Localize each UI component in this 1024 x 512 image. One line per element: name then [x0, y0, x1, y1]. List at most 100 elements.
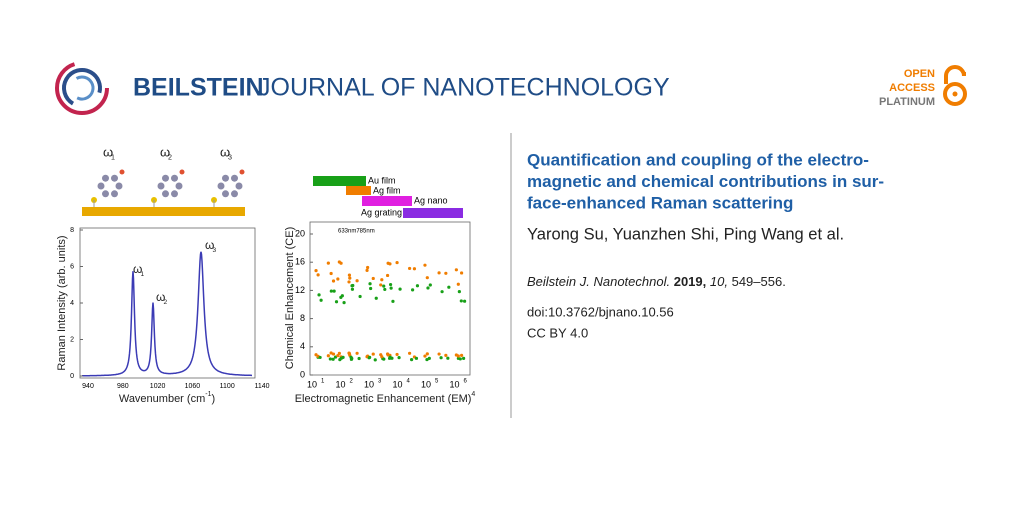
dot	[329, 351, 333, 355]
dot	[395, 352, 399, 357]
spectrum	[82, 251, 252, 377]
dot	[329, 271, 333, 276]
atom	[231, 190, 238, 198]
atom	[102, 190, 109, 198]
x-tick-label: 1060	[185, 383, 201, 390]
dot	[425, 357, 429, 362]
dot	[415, 284, 420, 288]
dot	[460, 271, 464, 275]
dot	[426, 286, 430, 290]
peak-label-sub: 3	[212, 247, 216, 254]
dot	[317, 293, 321, 297]
dot	[339, 356, 343, 360]
dot	[342, 301, 346, 305]
dot	[347, 280, 351, 284]
dot	[444, 271, 448, 275]
dot	[357, 356, 361, 361]
x-tick-exp: 2	[350, 379, 354, 385]
omega-label-sub: 1	[111, 153, 115, 161]
dot	[407, 266, 412, 271]
dot	[439, 356, 443, 360]
legend-swatch	[313, 176, 366, 186]
atom	[222, 174, 229, 182]
gold-substrate	[82, 207, 245, 216]
dot	[329, 289, 333, 293]
x-tick-base: 10	[307, 379, 317, 389]
atom	[157, 182, 165, 190]
dot	[314, 269, 318, 273]
dot	[440, 290, 444, 294]
dot	[382, 357, 386, 361]
y-tick-label: 0	[300, 369, 305, 379]
dot	[458, 357, 462, 361]
dot	[337, 351, 341, 355]
open-label: OPEN	[904, 68, 935, 80]
xlabel-end: )	[211, 393, 215, 405]
dot	[397, 356, 401, 360]
brand-light: JOURNAL OF NANOTECHNOLOGY	[258, 74, 670, 102]
dot	[385, 273, 390, 278]
dot	[358, 294, 362, 299]
atom	[162, 174, 169, 182]
legend-swatch	[403, 208, 463, 218]
dot	[410, 288, 415, 292]
x-tick-label: 1020	[150, 383, 166, 390]
dot	[331, 357, 335, 361]
y-tick-label: 16	[295, 257, 305, 267]
scatter	[314, 260, 467, 362]
dot	[398, 287, 402, 291]
dot	[380, 355, 384, 359]
atom	[97, 182, 105, 190]
y-tick-label: 4	[300, 341, 305, 351]
omega-label: ω	[103, 144, 113, 159]
inset-label: 633nm785nm	[338, 229, 375, 235]
legend-label: Ag grating	[361, 207, 402, 217]
license: CC BY 4.0	[527, 325, 588, 340]
peak-label-sub: 1	[140, 271, 144, 278]
peak-label: ω	[205, 238, 214, 252]
dot	[365, 268, 369, 273]
plot2-frame	[309, 221, 471, 376]
x-tick-base: 10	[335, 379, 345, 389]
dot	[395, 260, 399, 265]
authors: Yarong Su, Yuanzhen Shi, Ping Wang et al…	[527, 225, 844, 243]
dot	[427, 356, 431, 360]
dot	[333, 355, 338, 359]
dot	[355, 351, 359, 355]
x-tick-label: 980	[117, 383, 129, 390]
atom	[102, 174, 109, 182]
atom	[179, 169, 185, 175]
plot1-xlabel: Wavenumber (cm-1)	[119, 391, 215, 405]
dot	[460, 353, 464, 357]
xlabel-sup: -1	[205, 391, 211, 398]
xlabel-text: Electromagnetic Enhancement (EM)	[295, 393, 472, 405]
dot	[428, 283, 432, 287]
x-tick-base: 10	[392, 379, 402, 389]
brand-bold: BEILSTEIN	[133, 74, 264, 102]
xlabel-sup: 4	[471, 391, 475, 398]
dot	[459, 299, 463, 303]
dot	[423, 354, 427, 358]
atom	[239, 169, 245, 175]
x-tick-exp: 6	[464, 379, 468, 385]
dot	[316, 273, 320, 277]
dot	[382, 284, 386, 288]
journal: Beilstein J. Nanotechnol.	[527, 274, 670, 289]
dot	[463, 299, 467, 303]
dot	[383, 287, 387, 292]
dot	[462, 356, 466, 361]
dot	[446, 356, 450, 360]
dot	[425, 276, 429, 280]
dot	[331, 279, 336, 283]
x-tick-exp: 1	[321, 379, 325, 385]
dot	[326, 354, 330, 358]
peak-label-sub: 2	[163, 299, 167, 306]
dot	[340, 294, 344, 298]
dot	[319, 298, 323, 302]
plot2-ylabel: Chemical Enhancement (CE)	[284, 227, 296, 369]
dot	[350, 284, 354, 288]
atom	[162, 190, 169, 198]
dot	[456, 354, 460, 358]
peak-label: ω	[133, 262, 142, 276]
atom	[171, 174, 178, 182]
